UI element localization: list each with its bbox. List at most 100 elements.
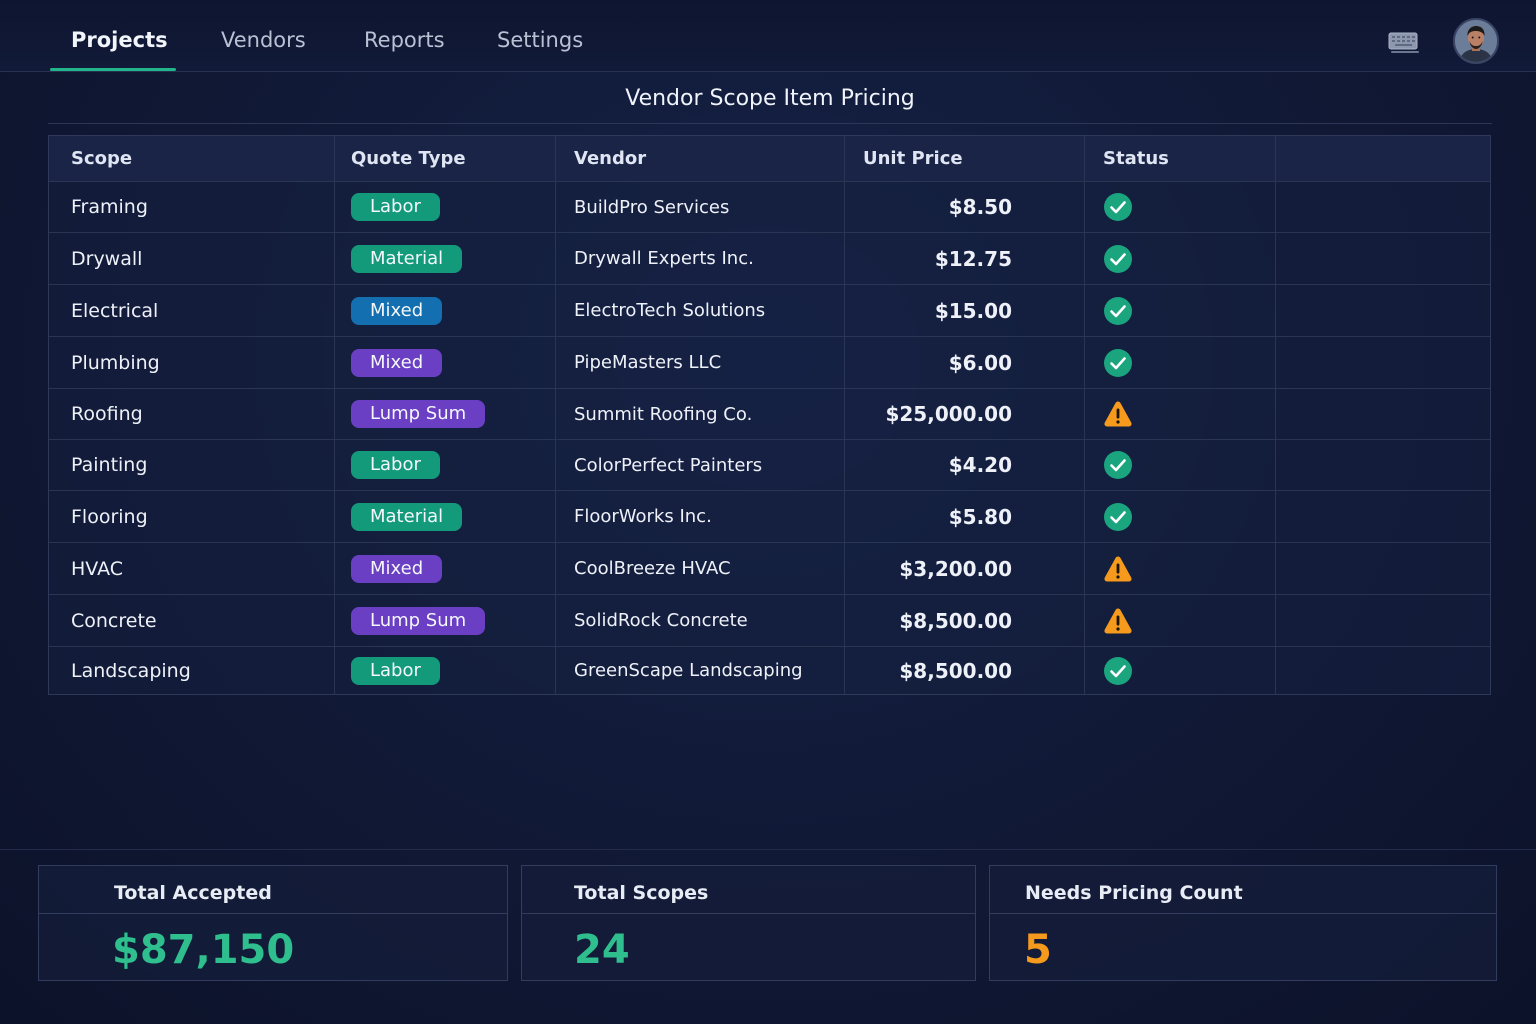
empty-cell: [1276, 440, 1490, 490]
quote-type-badge: Labor: [351, 193, 440, 221]
vendor-name: CoolBreeze HVAC: [574, 558, 731, 579]
scope-name: HVAC: [71, 557, 123, 580]
unit-price-cell: $5.80: [845, 491, 1085, 542]
status-cell: [1085, 543, 1276, 594]
unit-price: $8.50: [948, 195, 1012, 219]
table-row[interactable]: Roofing Lump Sum Summit Roofing Co. $25,000…: [49, 389, 1490, 440]
keyboard-icon[interactable]: [1388, 32, 1420, 54]
tab-vendors[interactable]: Vendors: [221, 28, 306, 52]
table-row[interactable]: Flooring Material FloorWorks Inc. $5.80: [49, 491, 1490, 543]
status-cell: [1085, 491, 1276, 542]
quote-type-cell: Labor: [335, 647, 556, 694]
summary-card-total-scopes: Total Scopes 24: [521, 865, 976, 981]
empty-cell: [1276, 595, 1490, 646]
empty-cell: [1276, 647, 1490, 694]
check-circle-icon: [1104, 296, 1132, 325]
active-tab-indicator: [50, 68, 176, 71]
table-row[interactable]: Electrical Mixed ElectroTech Solutions $15.…: [49, 285, 1490, 337]
warning-icon: [1104, 608, 1132, 633]
unit-price: $4.20: [948, 453, 1012, 477]
page-title: Vendor Scope Item Pricing: [48, 86, 1492, 124]
unit-price-cell: $15.00: [845, 285, 1085, 336]
unit-price: $5.80: [948, 504, 1012, 529]
table-row[interactable]: HVAC Mixed CoolBreeze HVAC $3,200.00: [49, 543, 1490, 595]
scope-cell: Landscaping: [49, 647, 335, 694]
vendor-name: FloorWorks Inc.: [574, 506, 712, 527]
quote-type-badge: Mixed: [351, 296, 443, 325]
unit-price-cell: $8.50: [845, 182, 1085, 232]
scope-name: Electrical: [71, 299, 159, 322]
column-header-empty: [1276, 136, 1490, 181]
status-cell: [1085, 182, 1276, 232]
quote-type-badge: Material: [351, 502, 463, 531]
status-cell: [1085, 647, 1276, 694]
quote-type-badge: Material: [351, 244, 463, 273]
empty-cell: [1276, 389, 1490, 439]
empty-cell: [1276, 182, 1490, 232]
status-cell: [1085, 233, 1276, 284]
empty-cell: [1276, 233, 1490, 284]
summary-label: Total Scopes: [522, 866, 975, 914]
summary-label: Needs Pricing Count: [990, 866, 1496, 914]
unit-price: $25,000.00: [885, 402, 1012, 426]
scope-cell: Electrical: [49, 285, 335, 336]
summary-label: Total Accepted: [39, 866, 507, 914]
vendor-name: ElectroTech Solutions: [574, 300, 766, 321]
avatar[interactable]: [1453, 18, 1499, 64]
column-header-scope[interactable]: Scope: [49, 136, 335, 181]
vendor-cell: FloorWorks Inc.: [556, 491, 845, 542]
vendor-cell: SolidRock Concrete: [556, 595, 845, 646]
quote-type-badge: Labor: [351, 656, 440, 685]
vendor-cell: CoolBreeze HVAC: [556, 543, 845, 594]
column-header-status[interactable]: Status: [1085, 136, 1276, 181]
scope-name: Plumbing: [71, 351, 160, 374]
quote-type-badge: Labor: [351, 451, 440, 479]
check-circle-icon: [1104, 348, 1132, 377]
table-row[interactable]: Framing Labor BuildPro Services $8.50: [49, 182, 1490, 233]
scope-name: Drywall: [71, 247, 143, 270]
status-cell: [1085, 285, 1276, 336]
scope-name: Landscaping: [71, 659, 191, 682]
tab-settings[interactable]: Settings: [497, 28, 584, 52]
status-cell: [1085, 440, 1276, 490]
summary-card-needs-pricing: Needs Pricing Count 5: [989, 865, 1497, 981]
quote-type-cell: Mixed: [335, 337, 556, 388]
summary-value: 24: [574, 927, 630, 973]
vendor-name: BuildPro Services: [574, 196, 730, 218]
table-row[interactable]: Drywall Material Drywall Experts Inc. $12.7…: [49, 233, 1490, 285]
column-header-quote-type[interactable]: Quote Type: [335, 136, 556, 181]
tab-projects[interactable]: Projects: [71, 28, 168, 52]
check-circle-icon: [1104, 656, 1132, 685]
column-header-unit-price[interactable]: Unit Price: [845, 136, 1085, 181]
unit-price-cell: $4.20: [845, 440, 1085, 490]
vendor-cell: GreenScape Landscaping: [556, 647, 845, 694]
table-row[interactable]: Painting Labor ColorPerfect Painters $4.20: [49, 440, 1490, 491]
vendor-name: Drywall Experts Inc.: [574, 248, 754, 269]
top-nav: Projects Vendors Reports Settings: [0, 0, 1536, 72]
status-cell: [1085, 389, 1276, 439]
status-cell: [1085, 595, 1276, 646]
unit-price-cell: $25,000.00: [845, 389, 1085, 439]
vendor-cell: Drywall Experts Inc.: [556, 233, 845, 284]
quote-type-cell: Mixed: [335, 285, 556, 336]
empty-cell: [1276, 543, 1490, 594]
column-header-vendor[interactable]: Vendor: [556, 136, 845, 181]
check-circle-icon: [1104, 244, 1132, 273]
table-row[interactable]: Concrete Lump Sum SolidRock Concrete $8,500…: [49, 595, 1490, 647]
summary-value: 5: [1024, 927, 1052, 973]
quote-type-cell: Labor: [335, 182, 556, 232]
scope-cell: Concrete: [49, 595, 335, 646]
status-cell: [1085, 337, 1276, 388]
vendor-name: ColorPerfect Painters: [574, 454, 763, 476]
table-header-row: Scope Quote Type Vendor Unit Price Statu…: [49, 136, 1490, 182]
table-row[interactable]: Landscaping Labor GreenScape Landscaping $8…: [49, 647, 1490, 694]
table-row[interactable]: Plumbing Mixed PipeMasters LLC $6.00: [49, 337, 1490, 389]
vendor-cell: PipeMasters LLC: [556, 337, 845, 388]
unit-price: $12.75: [934, 246, 1012, 271]
check-circle-icon: [1104, 451, 1132, 479]
warning-icon: [1104, 556, 1132, 581]
vendor-name: PipeMasters LLC: [574, 352, 722, 373]
scope-name: Concrete: [71, 609, 157, 632]
tab-reports[interactable]: Reports: [364, 28, 445, 52]
scope-name: Flooring: [71, 505, 148, 528]
